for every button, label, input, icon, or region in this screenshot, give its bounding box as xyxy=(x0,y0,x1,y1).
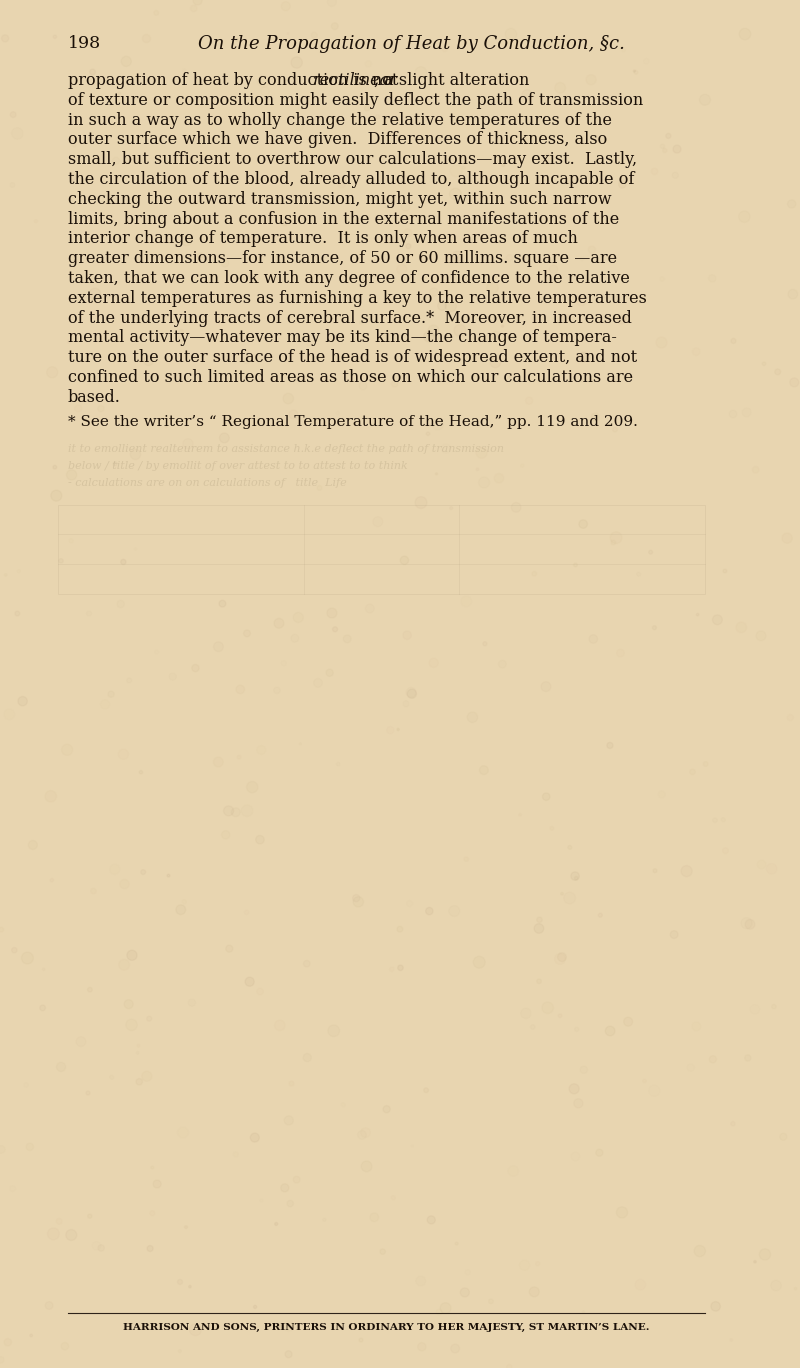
Text: in such a way as to wholly change the relative temperatures of the: in such a way as to wholly change the re… xyxy=(68,112,612,129)
Text: HARRISON AND SONS, PRINTERS IN ORDINARY TO HER MAJESTY, ST MARTIN’S LANE.: HARRISON AND SONS, PRINTERS IN ORDINARY … xyxy=(123,1323,650,1332)
Text: limits, bring about a confusion in the external manifestations of the: limits, bring about a confusion in the e… xyxy=(68,211,619,227)
Text: below / title / by emollit of over attest to to attest to to think: below / title / by emollit of over attes… xyxy=(68,461,408,471)
Text: rectilinear: rectilinear xyxy=(313,73,398,89)
Text: the circulation of the blood, already alluded to, although incapable of: the circulation of the blood, already al… xyxy=(68,171,634,187)
Text: * See the writer’s “ Regional Temperature of the Head,” pp. 119 and 209.: * See the writer’s “ Regional Temperatur… xyxy=(68,415,638,428)
Text: of the underlying tracts of cerebral surface.*  Moreover, in increased: of the underlying tracts of cerebral sur… xyxy=(68,309,632,327)
Text: On the Propagation of Heat by Conduction, §c.: On the Propagation of Heat by Conduction… xyxy=(198,36,625,53)
Text: based.: based. xyxy=(68,389,121,406)
Bar xyxy=(58,505,705,594)
Text: greater dimensions—for instance, of 50 or 60 millims. square —are: greater dimensions—for instance, of 50 o… xyxy=(68,250,617,267)
Text: taken, that we can look with any degree of confidence to the relative: taken, that we can look with any degree … xyxy=(68,269,630,287)
Text: small, but sufficient to overthrow our calculations—may exist.  Lastly,: small, but sufficient to overthrow our c… xyxy=(68,152,637,168)
Text: of texture or composition might easily deflect the path of transmission: of texture or composition might easily d… xyxy=(68,92,643,109)
Text: checking the outward transmission, might yet, within such narrow: checking the outward transmission, might… xyxy=(68,190,612,208)
Text: confined to such limited areas as those on which our calculations are: confined to such limited areas as those … xyxy=(68,369,633,386)
Text: 198: 198 xyxy=(68,36,101,52)
Text: it to emollient realteurem to assistance h.k.e deflect the path of transmission: it to emollient realteurem to assistance… xyxy=(68,445,504,454)
Text: mental activity—whatever may be its kind—the change of tempera-: mental activity—whatever may be its kind… xyxy=(68,330,617,346)
Text: ture on the outer surface of the head is of widespread extent, and not: ture on the outer surface of the head is… xyxy=(68,349,637,367)
Text: propagation of heat by conduction is not: propagation of heat by conduction is not xyxy=(68,73,403,89)
Text: interior change of temperature.  It is only when areas of much: interior change of temperature. It is on… xyxy=(68,230,578,248)
Text: - calculations are on on calculations of   title  Life: - calculations are on on calculations of… xyxy=(68,477,346,488)
Text: outer surface which we have given.  Differences of thickness, also: outer surface which we have given. Diffe… xyxy=(68,131,607,148)
Text: , a slight alteration: , a slight alteration xyxy=(374,73,529,89)
Text: external temperatures as furnishing a key to the relative temperatures: external temperatures as furnishing a ke… xyxy=(68,290,647,306)
